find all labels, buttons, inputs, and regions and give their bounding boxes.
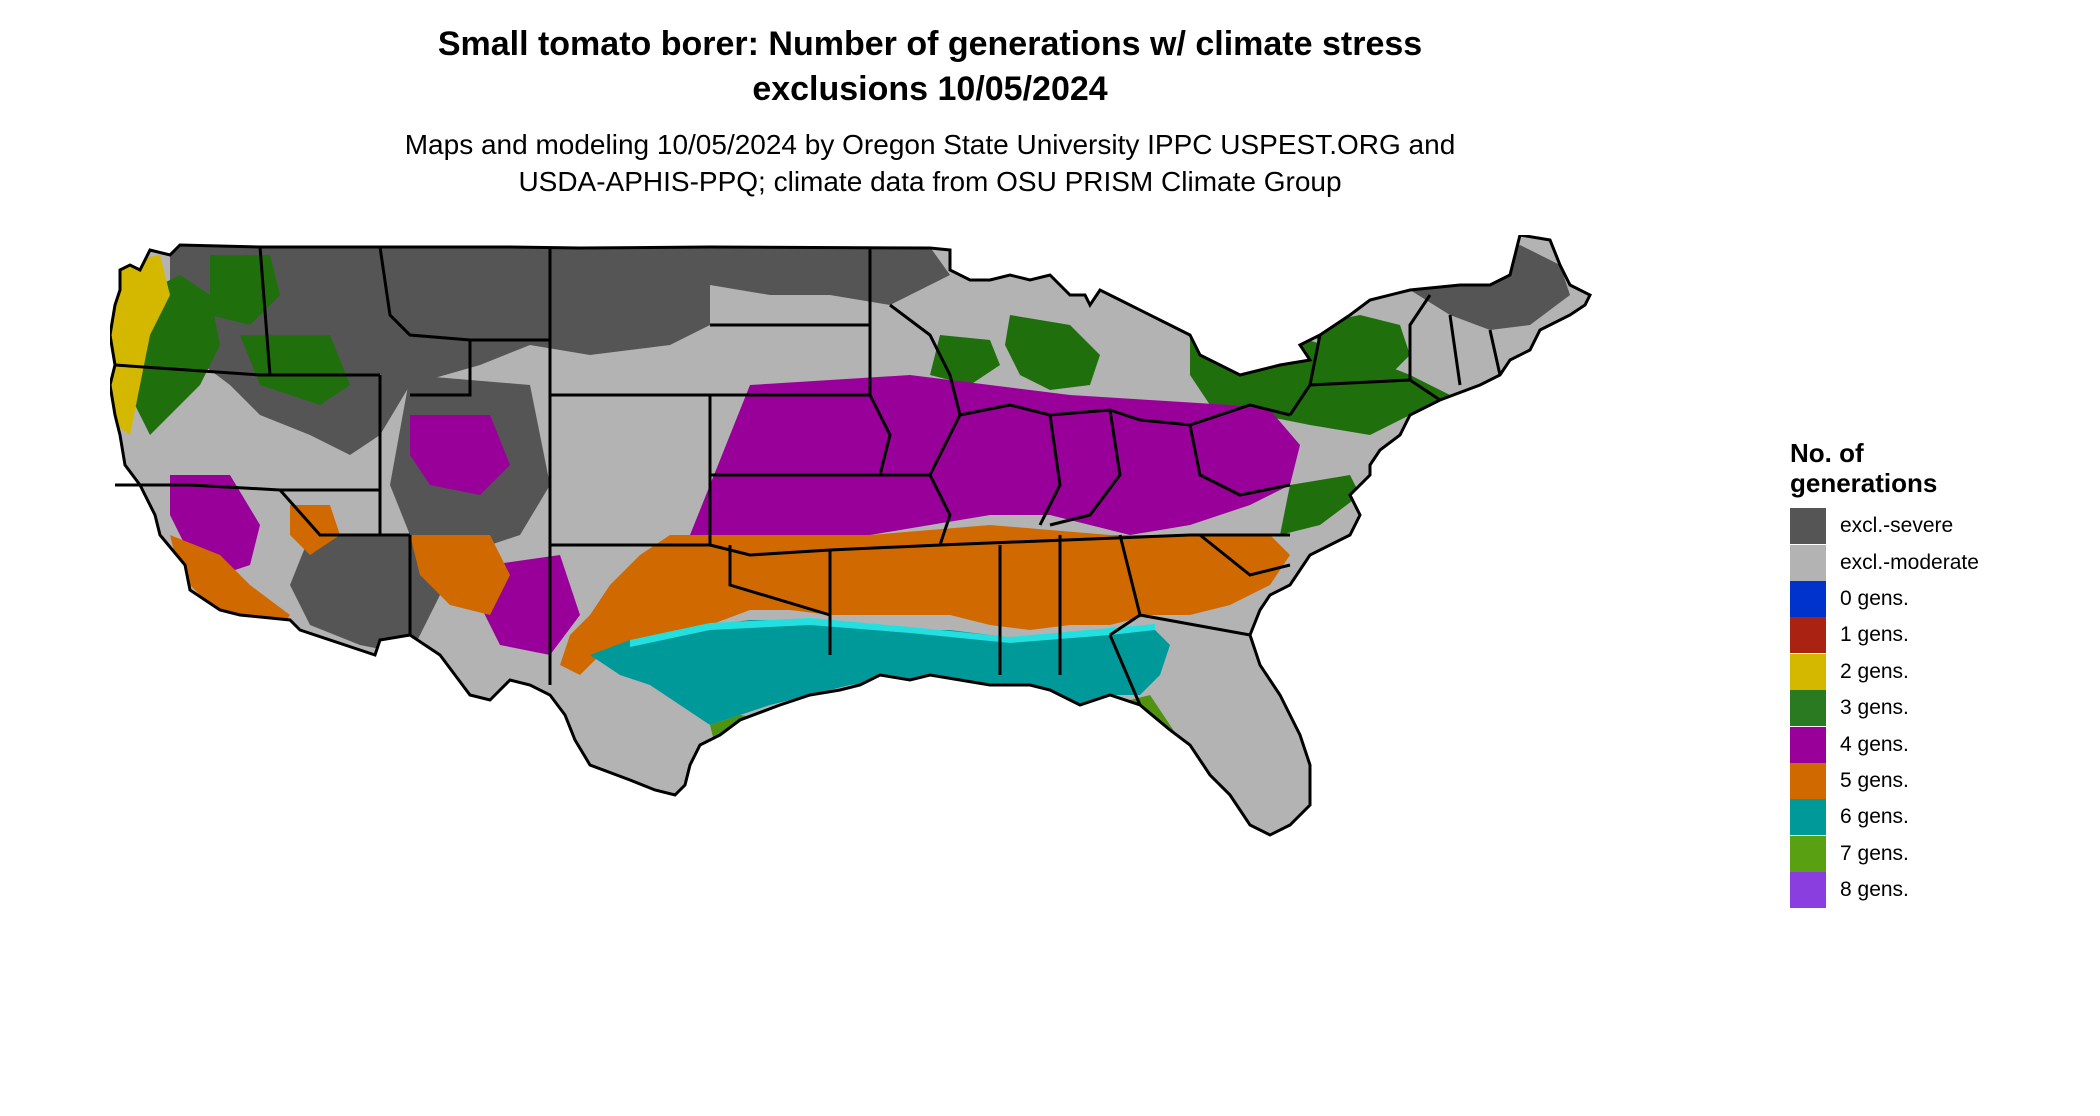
legend-item: 7 gens. — [1790, 835, 1979, 872]
legend-label: 0 gens. — [1840, 586, 1909, 610]
legend-swatch — [1790, 799, 1826, 836]
legend-item: excl.-severe — [1790, 508, 1979, 545]
subtitle-line-1: Maps and modeling 10/05/2024 by Oregon S… — [404, 129, 1456, 160]
legend-swatch — [1790, 762, 1826, 799]
legend-swatch — [1790, 872, 1826, 909]
legend: No. of generations excl.-severe excl.-mod… — [1790, 438, 1979, 909]
legend-item: 3 gens. — [1790, 690, 1979, 727]
title-line-2: exclusions 10/05/2024 — [752, 70, 1108, 108]
legend-swatch — [1790, 544, 1826, 581]
legend-title-line-2: generations — [1790, 468, 1938, 498]
legend-item: 6 gens. — [1790, 799, 1979, 836]
legend-label: 3 gens. — [1840, 696, 1909, 720]
legend-swatch — [1790, 726, 1826, 763]
subtitle-line-2: USDA-APHIS-PPQ; climate data from OSU PR… — [518, 166, 1342, 197]
legend-swatch — [1790, 690, 1826, 727]
legend-swatch — [1790, 580, 1826, 617]
legend-label: 5 gens. — [1840, 768, 1909, 792]
legend-swatch — [1790, 617, 1826, 654]
us-generations-map — [110, 235, 1593, 837]
legend-item: 2 gens. — [1790, 653, 1979, 690]
legend-label: excl.-severe — [1840, 514, 1954, 538]
legend-label: 4 gens. — [1840, 732, 1909, 756]
legend-label: 7 gens. — [1840, 841, 1909, 865]
legend-items: excl.-severe excl.-moderate 0 gens. 1 gens.… — [1790, 508, 1979, 909]
map-title: Small tomato borer: Number of generation… — [0, 22, 1860, 112]
legend-swatch — [1790, 835, 1826, 872]
map-subtitle: Maps and modeling 10/05/2024 by Oregon S… — [0, 126, 1860, 200]
legend-item: 0 gens. — [1790, 580, 1979, 617]
legend-title-line-1: No. of — [1790, 438, 1864, 468]
legend-item: 5 gens. — [1790, 762, 1979, 799]
legend-label: 8 gens. — [1840, 878, 1909, 902]
legend-title: No. of generations — [1790, 438, 1979, 498]
legend-label: 6 gens. — [1840, 805, 1909, 829]
legend-label: excl.-moderate — [1840, 550, 1979, 574]
legend-label: 1 gens. — [1840, 623, 1909, 647]
legend-item: excl.-moderate — [1790, 544, 1979, 581]
legend-item: 1 gens. — [1790, 617, 1979, 654]
title-line-1: Small tomato borer: Number of generation… — [437, 25, 1423, 63]
legend-item: 8 gens. — [1790, 872, 1979, 909]
legend-swatch — [1790, 653, 1826, 690]
legend-label: 2 gens. — [1840, 659, 1909, 683]
legend-item: 4 gens. — [1790, 726, 1979, 763]
legend-swatch — [1790, 508, 1826, 545]
